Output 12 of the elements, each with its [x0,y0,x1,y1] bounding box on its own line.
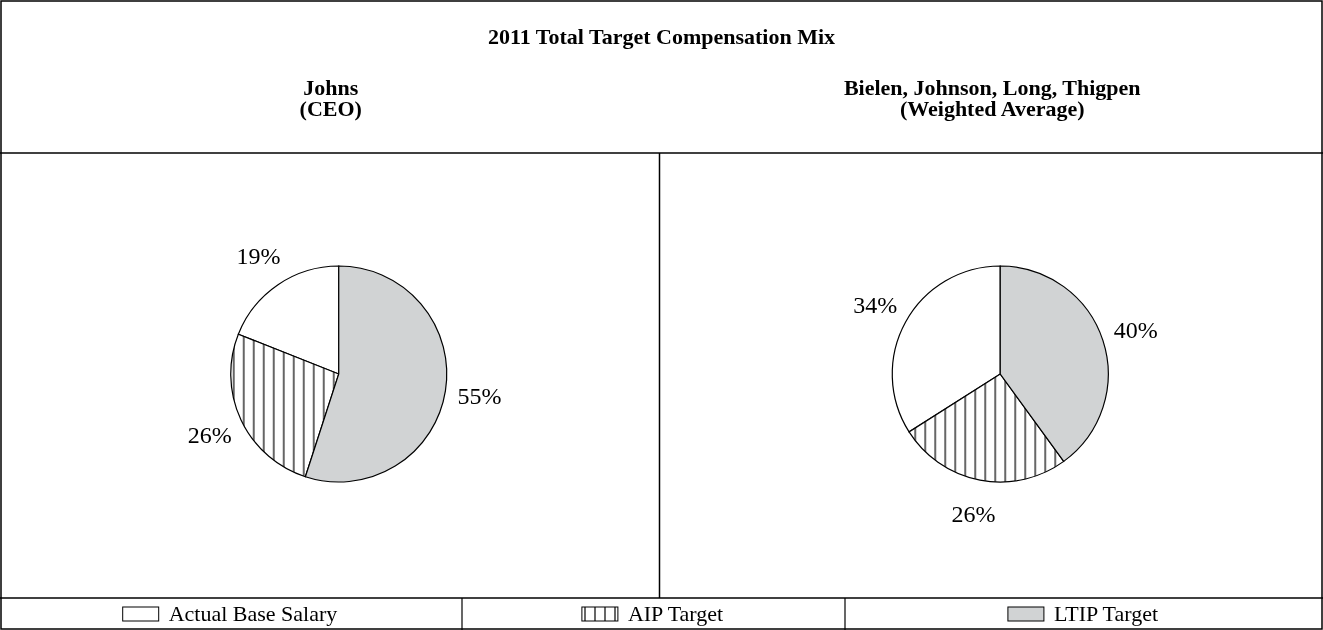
data-label: 19% [236,243,281,270]
data-label: 55% [457,383,502,410]
legend-label: Actual Base Salary [168,601,338,626]
legend-label: AIP Target [627,601,724,626]
legend-label: LTIP Target [1053,601,1159,626]
chart-subtitle: Johns (CEO) [299,75,362,121]
data-label: 40% [1113,316,1158,343]
data-label: 34% [853,292,898,319]
chart-subtitle: Bielen, Johnson, Long, Thigpen (Weighted Average) [843,75,1141,121]
chart-title: 2011 Total Target Compensation Mix [487,24,836,49]
data-label: 26% [187,421,232,448]
data-label: 26% [951,501,996,528]
